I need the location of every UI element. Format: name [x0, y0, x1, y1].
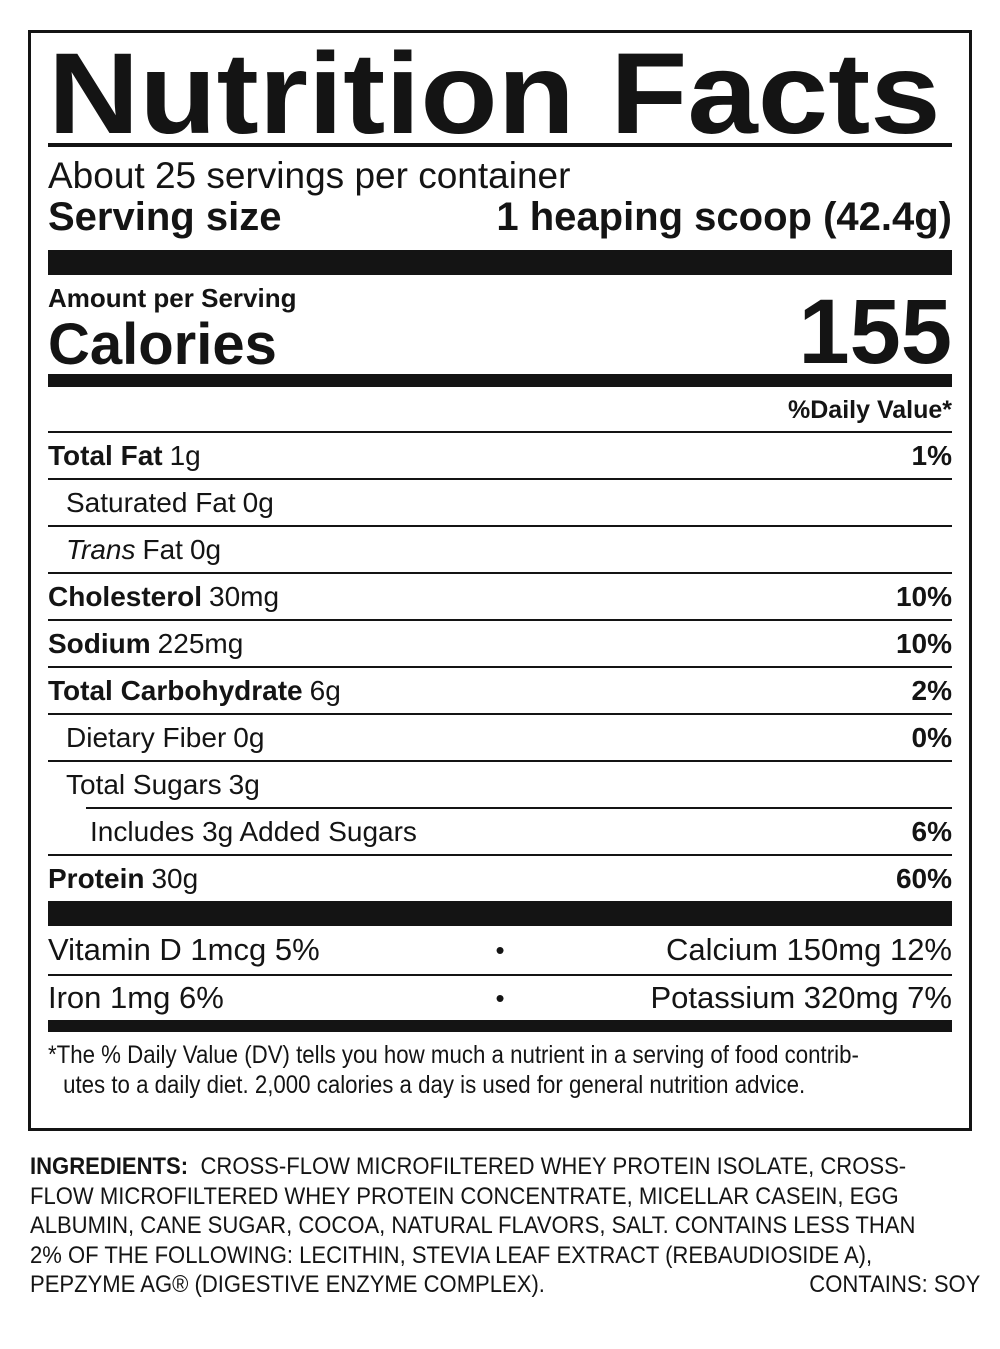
nutrient-name-amount: Total Sugars 3g — [48, 769, 260, 801]
bullet-separator-icon: • — [495, 982, 505, 1013]
nutrient-name: Dietary Fiber — [66, 721, 227, 753]
daily-value-percent: 60% — [895, 862, 952, 894]
daily-value-percent: 2% — [911, 674, 952, 706]
micronutrient-row-2: Iron 1mg 6% • Potassium 320mg 7% — [48, 974, 952, 1020]
serving-size-value: 1 heaping scoop (42.4g) — [496, 195, 952, 239]
nutrient-amount: 0g — [233, 721, 265, 753]
nutrition-facts-title: Nutrition Facts — [48, 30, 941, 158]
daily-value-percent: 10% — [895, 580, 952, 612]
calories-row: Calories 155 — [48, 286, 952, 378]
ingredients-text: CROSS-FLOW MICROFILTERED WHEY PROTEIN IS… — [200, 1153, 907, 1180]
calories-label: Calories — [48, 312, 277, 377]
micronutrient-left: Iron 1mg 6% — [48, 980, 224, 1015]
title-divider — [48, 143, 952, 147]
footnote-line-2: utes to a daily diet. 2,000 calories a d… — [63, 1071, 806, 1099]
daily-value-header: %Daily Value* — [788, 396, 952, 424]
nutrient-row-dietary-fiber: Dietary Fiber 0g 0% — [48, 713, 952, 760]
daily-value-footnote: *The % Daily Value (DV) tells you how mu… — [48, 1032, 952, 1100]
nutrient-name: Total Sugars — [66, 768, 222, 800]
ingredients-line-4: 2% OF THE FOLLOWING: LECITHIN, STEVIA LE… — [30, 1241, 873, 1269]
ingredients-line-1: INGREDIENTS: CROSS-FLOW MICROFILTERED WH… — [30, 1152, 980, 1182]
footnote-line-1: *The % Daily Value (DV) tells you how mu… — [48, 1041, 859, 1069]
thick-divider-bottom — [48, 901, 952, 926]
nutrition-facts-panel: Nutrition Facts About 25 servings per co… — [28, 30, 972, 1131]
ingredients-line-3: ALBUMIN, CANE SUGAR, COCOA, NATURAL FLAV… — [30, 1212, 916, 1239]
nutrient-amount: 30mg — [209, 580, 280, 612]
nutrient-row-total-fat: Total Fat 1g 1% — [48, 431, 952, 478]
serving-size-row: Serving size 1 heaping scoop (42.4g) — [48, 196, 952, 238]
nutrient-row-total-carbohydrate: Total Carbohydrate 6g 2% — [48, 666, 952, 713]
daily-value-percent: 1% — [911, 439, 952, 471]
nutrient-row-sodium: Sodium 225mg 10% — [48, 619, 952, 666]
nutrient-name-amount: Sodium 225mg — [48, 628, 243, 660]
nutrient-amount: 6g — [309, 674, 341, 706]
servings-per-container: About 25 servings per container — [48, 155, 571, 196]
nutrient-row-trans-fat: Trans Fat 0g — [48, 525, 952, 572]
serving-size-label: Serving size — [48, 195, 282, 239]
nutrient-row-saturated-fat: Saturated Fat 0g — [48, 478, 952, 525]
nutrient-name: Total Fat — [48, 439, 163, 471]
nutrient-amount: 1g — [169, 439, 201, 471]
ingredients-line-2: FLOW MICROFILTERED WHEY PROTEIN CONCENTR… — [30, 1182, 899, 1210]
nutrient-name-amount: Trans Fat 0g — [48, 534, 221, 566]
nutrient-amount: 30g — [151, 862, 199, 894]
micronutrient-divider-bar — [48, 1020, 952, 1032]
calories-value: 155 — [798, 281, 953, 383]
nutrient-name: Cholesterol — [48, 580, 203, 612]
daily-value-percent: 0% — [911, 721, 952, 753]
ingredients-section: INGREDIENTS: CROSS-FLOW MICROFILTERED WH… — [30, 1152, 980, 1300]
micronutrient-right: Calcium 150mg 12% — [665, 932, 952, 967]
nutrient-name-italic: Trans — [66, 533, 136, 565]
nutrient-name-amount: Total Carbohydrate 6g — [48, 675, 341, 707]
micronutrient-row-1: Vitamin D 1mcg 5% • Calcium 150mg 12% — [48, 926, 952, 974]
nutrient-name: Saturated Fat — [66, 486, 236, 518]
nutrient-row-protein: Protein 30g 60% — [48, 854, 952, 901]
ingredients-text: PEPZYME AG® (DIGESTIVE ENZYME COMPLEX). — [30, 1271, 545, 1298]
calories-divider-bar — [48, 374, 952, 387]
contains-statement: CONTAINS: SOY — [809, 1271, 981, 1298]
amount-per-serving-label: Amount per Serving — [48, 283, 297, 313]
nutrient-amount: 0g — [189, 533, 222, 565]
nutrient-name: Protein — [48, 862, 145, 894]
daily-value-percent: 6% — [911, 815, 952, 847]
nutrient-name: Fat — [142, 533, 183, 565]
bullet-separator-icon: • — [495, 934, 505, 965]
nutrient-row-total-sugars: Total Sugars 3g — [48, 760, 952, 807]
nutrient-name-amount: Saturated Fat 0g — [48, 487, 274, 519]
ingredients-line-5: PEPZYME AG® (DIGESTIVE ENZYME COMPLEX). … — [30, 1270, 980, 1300]
thick-divider-top — [48, 250, 952, 275]
micronutrient-left: Vitamin D 1mcg 5% — [48, 932, 320, 967]
daily-value-percent: 10% — [895, 627, 952, 659]
nutrient-name-amount: Dietary Fiber 0g — [48, 722, 264, 754]
nutrient-name-amount: Protein 30g — [48, 863, 198, 895]
nutrient-name: Sodium — [48, 627, 151, 659]
nutrient-name-amount: Total Fat 1g — [48, 440, 201, 472]
nutrient-amount: 0g — [242, 486, 274, 518]
nutrient-name-amount: Cholesterol 30mg — [48, 581, 279, 613]
ingredients-label: INGREDIENTS: — [30, 1153, 189, 1180]
nutrient-name: Includes 3g Added Sugars — [90, 815, 417, 847]
micronutrient-right: Potassium 320mg 7% — [650, 980, 952, 1015]
nutrient-name: Total Carbohydrate — [48, 674, 303, 706]
nutrient-name-amount: Includes 3g Added Sugars — [86, 816, 417, 848]
nutrient-amount: 225mg — [157, 627, 244, 659]
nutrient-row-cholesterol: Cholesterol 30mg 10% — [48, 572, 952, 619]
nutrient-row-added-sugars: Includes 3g Added Sugars 6% — [86, 807, 952, 854]
nutrient-amount: 3g — [228, 768, 260, 800]
